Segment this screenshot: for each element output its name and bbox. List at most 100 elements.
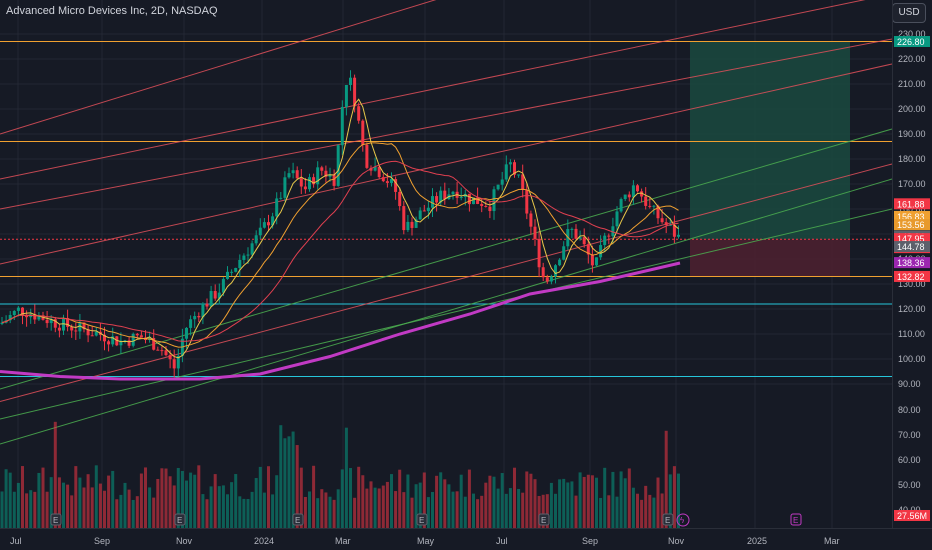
volume-tick-label: 60.00 — [898, 455, 921, 465]
volume-bar — [517, 488, 521, 528]
candle-body — [377, 166, 381, 178]
candle-body — [316, 167, 320, 185]
volume-bar — [312, 465, 316, 528]
volume-bar — [398, 469, 402, 528]
volume-bar — [193, 474, 197, 528]
candle-body — [439, 190, 443, 203]
candle-body — [197, 316, 201, 318]
volume-bar — [45, 491, 49, 528]
volume-bar — [164, 468, 168, 528]
candle-body — [127, 340, 131, 346]
volume-bar — [533, 479, 537, 528]
volume-bar — [394, 491, 398, 528]
candle-body — [361, 120, 365, 145]
price-tick-label: 120.00 — [898, 304, 926, 314]
dividend-marker-icon — [676, 513, 690, 527]
price-tick-label: 230.00 — [898, 29, 926, 39]
volume-bar — [250, 491, 254, 528]
volume-bar — [500, 473, 504, 528]
volume-bar — [25, 493, 29, 528]
candle-body — [94, 331, 98, 336]
volume-bar — [431, 491, 434, 528]
time-tick-label: May — [417, 536, 435, 546]
volume-bar — [41, 467, 45, 528]
candle-body — [517, 174, 521, 176]
candle-body — [582, 237, 586, 245]
upcoming-earnings-icon — [790, 513, 802, 526]
volume-bar — [410, 497, 414, 528]
volume-bar — [402, 492, 406, 528]
price-label-text: 161.88 — [897, 199, 925, 209]
candle-body — [422, 210, 426, 212]
candle-body — [480, 203, 484, 207]
candle-body — [213, 291, 217, 299]
candle-body — [410, 221, 414, 228]
volume-bar — [582, 476, 586, 528]
candle-body — [611, 226, 615, 237]
volume-bar — [529, 473, 533, 528]
currency-button[interactable]: USD — [892, 3, 926, 23]
candle-body — [287, 173, 291, 178]
candle-body — [627, 194, 631, 198]
volume-bar — [123, 482, 127, 528]
volume-bar — [361, 475, 365, 528]
candle-body — [176, 355, 180, 369]
candle-body — [12, 310, 16, 316]
volume-bar — [242, 498, 246, 528]
volume-bar — [455, 491, 459, 528]
candle-body — [443, 190, 447, 200]
volume-bar — [238, 496, 242, 528]
volume-bar — [414, 484, 418, 528]
volume-bar — [119, 494, 123, 528]
candle-body — [656, 205, 660, 219]
earnings-marker-label: E — [177, 516, 182, 525]
price-tick-label: 130.00 — [898, 279, 926, 289]
volume-bar — [574, 495, 578, 528]
volume-bar — [508, 488, 512, 528]
volume-bar — [381, 485, 385, 528]
volume-bar — [496, 488, 500, 528]
candle-body — [541, 267, 545, 278]
candle-body — [357, 106, 361, 121]
candle-body — [74, 330, 78, 332]
candle-body — [672, 224, 676, 237]
earnings-marker-icon — [416, 513, 428, 526]
volume-bar — [627, 468, 631, 528]
position-loss-zone — [690, 239, 850, 277]
time-tick-label: 2025 — [747, 536, 767, 546]
volume-bar — [578, 472, 582, 528]
volume-bar — [443, 479, 447, 528]
volume-bar — [476, 499, 480, 528]
volume-bar — [357, 466, 361, 528]
volume-bar — [86, 474, 90, 528]
volume-bar — [459, 474, 463, 528]
earnings-marker-icon — [538, 513, 550, 526]
candle-body — [590, 254, 594, 266]
candle-body — [603, 235, 607, 246]
volume-bar — [127, 489, 131, 528]
candle-body — [119, 340, 123, 346]
candle-body — [82, 322, 86, 330]
volume-bar — [316, 498, 320, 528]
volume-bar — [57, 477, 61, 528]
time-tick-label: Nov — [668, 536, 685, 546]
candle-body — [435, 196, 439, 203]
volume-bar — [353, 497, 357, 528]
candle-body — [45, 319, 49, 324]
candle-body — [414, 219, 418, 228]
candle-body — [349, 77, 352, 85]
volume-bar — [644, 485, 648, 528]
volume-bar — [603, 467, 607, 528]
candle-body — [394, 179, 398, 192]
time-tick-label: Mar — [335, 536, 351, 546]
trend-channel-line — [0, 38, 893, 210]
candle-body — [328, 174, 332, 177]
candle-body — [418, 210, 422, 220]
candle-body — [78, 322, 82, 332]
candle-body — [385, 181, 389, 183]
candle-body — [508, 162, 512, 165]
candle-body — [648, 205, 652, 207]
volume-bar — [197, 465, 201, 528]
candle-body — [472, 197, 475, 205]
